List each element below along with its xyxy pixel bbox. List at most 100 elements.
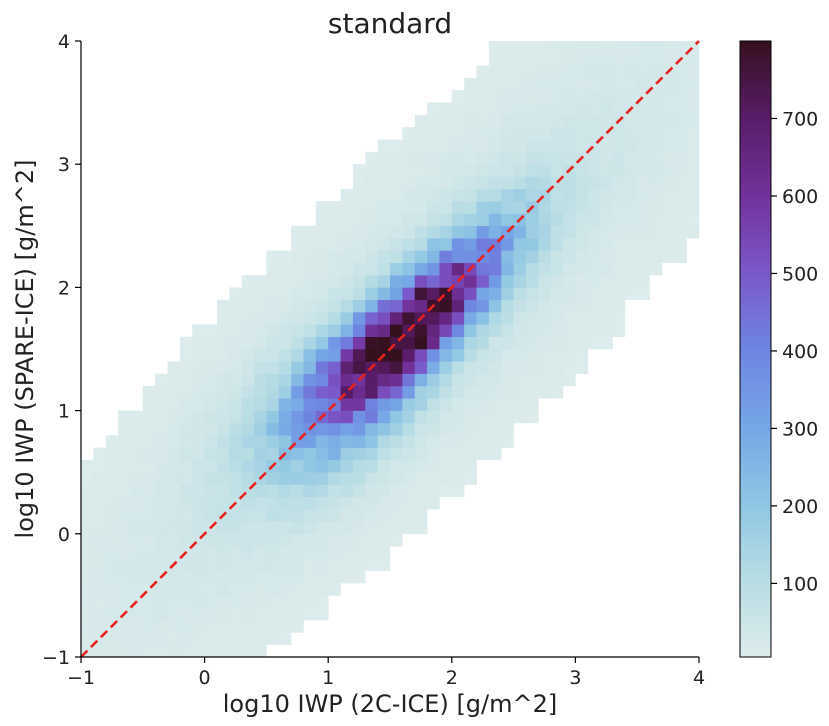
heatmap-cell [538,90,551,103]
heatmap-cell [105,632,119,645]
heatmap-cell [155,410,168,424]
heatmap-cell [315,472,329,485]
heatmap-cell [476,213,490,227]
heatmap-cell [328,287,341,301]
heatmap-cell [291,570,304,584]
heatmap-cell [216,435,230,448]
heatmap-cell [464,164,477,177]
heatmap-cell [661,77,675,91]
y-tick-label: 1 [58,401,70,423]
heatmap-cell [439,336,453,350]
heatmap-cell [315,459,329,473]
heatmap-cell [167,509,181,522]
heatmap-cell [241,336,255,350]
heatmap-cell [414,459,428,473]
heatmap-cell [328,349,341,362]
heatmap-cell [142,558,156,572]
heatmap-cell [464,410,477,424]
heatmap-cell [142,398,156,411]
heatmap-cell [241,312,255,325]
heatmap-cell [229,595,242,609]
heatmap-cell [241,324,255,337]
heatmap-cell [278,422,292,436]
heatmap-cell [93,509,107,522]
heatmap-cell [414,422,428,436]
heatmap-cell [352,546,366,559]
heatmap-cell [241,459,255,473]
chart-title: standard [328,7,452,40]
heatmap-cell [476,447,490,461]
heatmap-cell [538,299,551,313]
heatmap-cell [538,151,551,165]
heatmap-cell [464,422,477,436]
heatmap-cell [575,53,589,66]
heatmap-cell [167,398,181,411]
heatmap-cell [402,521,416,535]
heatmap-cell [538,41,551,54]
heatmap-cell [414,275,428,288]
heatmap-cell [105,509,119,522]
heatmap-cell [377,472,391,485]
heatmap-cell [575,102,589,116]
heatmap-cell [278,275,292,288]
heatmap-cell [142,533,156,547]
heatmap-cell [538,102,551,116]
heatmap-cell [352,238,366,251]
heatmap-cell [365,484,378,498]
heatmap-cell [451,385,465,399]
heatmap-cell [142,521,156,535]
heatmap-cell [167,546,181,559]
heatmap-cell [278,312,292,325]
heatmap-cell [118,558,131,572]
heatmap-cell [352,287,366,301]
heatmap-cell [476,90,490,103]
heatmap-cell [427,102,440,116]
heatmap-cell [216,546,230,559]
heatmap-cell [501,114,514,128]
heatmap-cell [167,422,181,436]
heatmap-cell [328,225,341,239]
heatmap-cell [155,644,168,658]
heatmap-cell [303,349,317,362]
heatmap-cell [315,324,329,337]
heatmap-cell [340,349,354,362]
heatmap-cell [525,77,539,91]
heatmap-cell [105,484,119,498]
heatmap-cell [241,620,255,633]
heatmap-cell [649,127,663,140]
heatmap-cell [130,521,144,535]
heatmap-cell [563,349,576,362]
heatmap-cell [402,447,416,461]
heatmap-cell [377,533,391,547]
heatmap-cell [352,398,366,411]
heatmap-cell [216,349,230,362]
heatmap-cell [130,509,144,522]
heatmap-cell [142,496,156,510]
heatmap-cell [155,447,168,461]
heatmap-cell [686,225,700,239]
heatmap-cell [216,521,230,535]
heatmap-cell [612,176,626,190]
heatmap-cell [105,607,119,621]
heatmap-cell [352,472,366,485]
heatmap-cell [142,435,156,448]
colorbar-tick-label: 300 [782,418,818,440]
heatmap-cell [563,312,576,325]
heatmap-cell [204,336,218,350]
heatmap-cell [402,435,416,448]
heatmap-cell [451,312,465,325]
heatmap-cell [204,558,218,572]
heatmap-cell [241,509,255,522]
heatmap-cell [340,262,354,276]
heatmap-cell [130,422,144,436]
heatmap-cell [674,65,687,79]
heatmap-cell [538,139,551,153]
heatmap-cell [315,422,329,436]
heatmap-cell [254,583,267,596]
heatmap-cell [612,90,626,103]
heatmap-cell [192,435,205,448]
heatmap-cell [303,299,317,313]
heatmap-cell [563,201,576,214]
heatmap-cell [204,472,218,485]
heatmap-cell [575,275,589,288]
